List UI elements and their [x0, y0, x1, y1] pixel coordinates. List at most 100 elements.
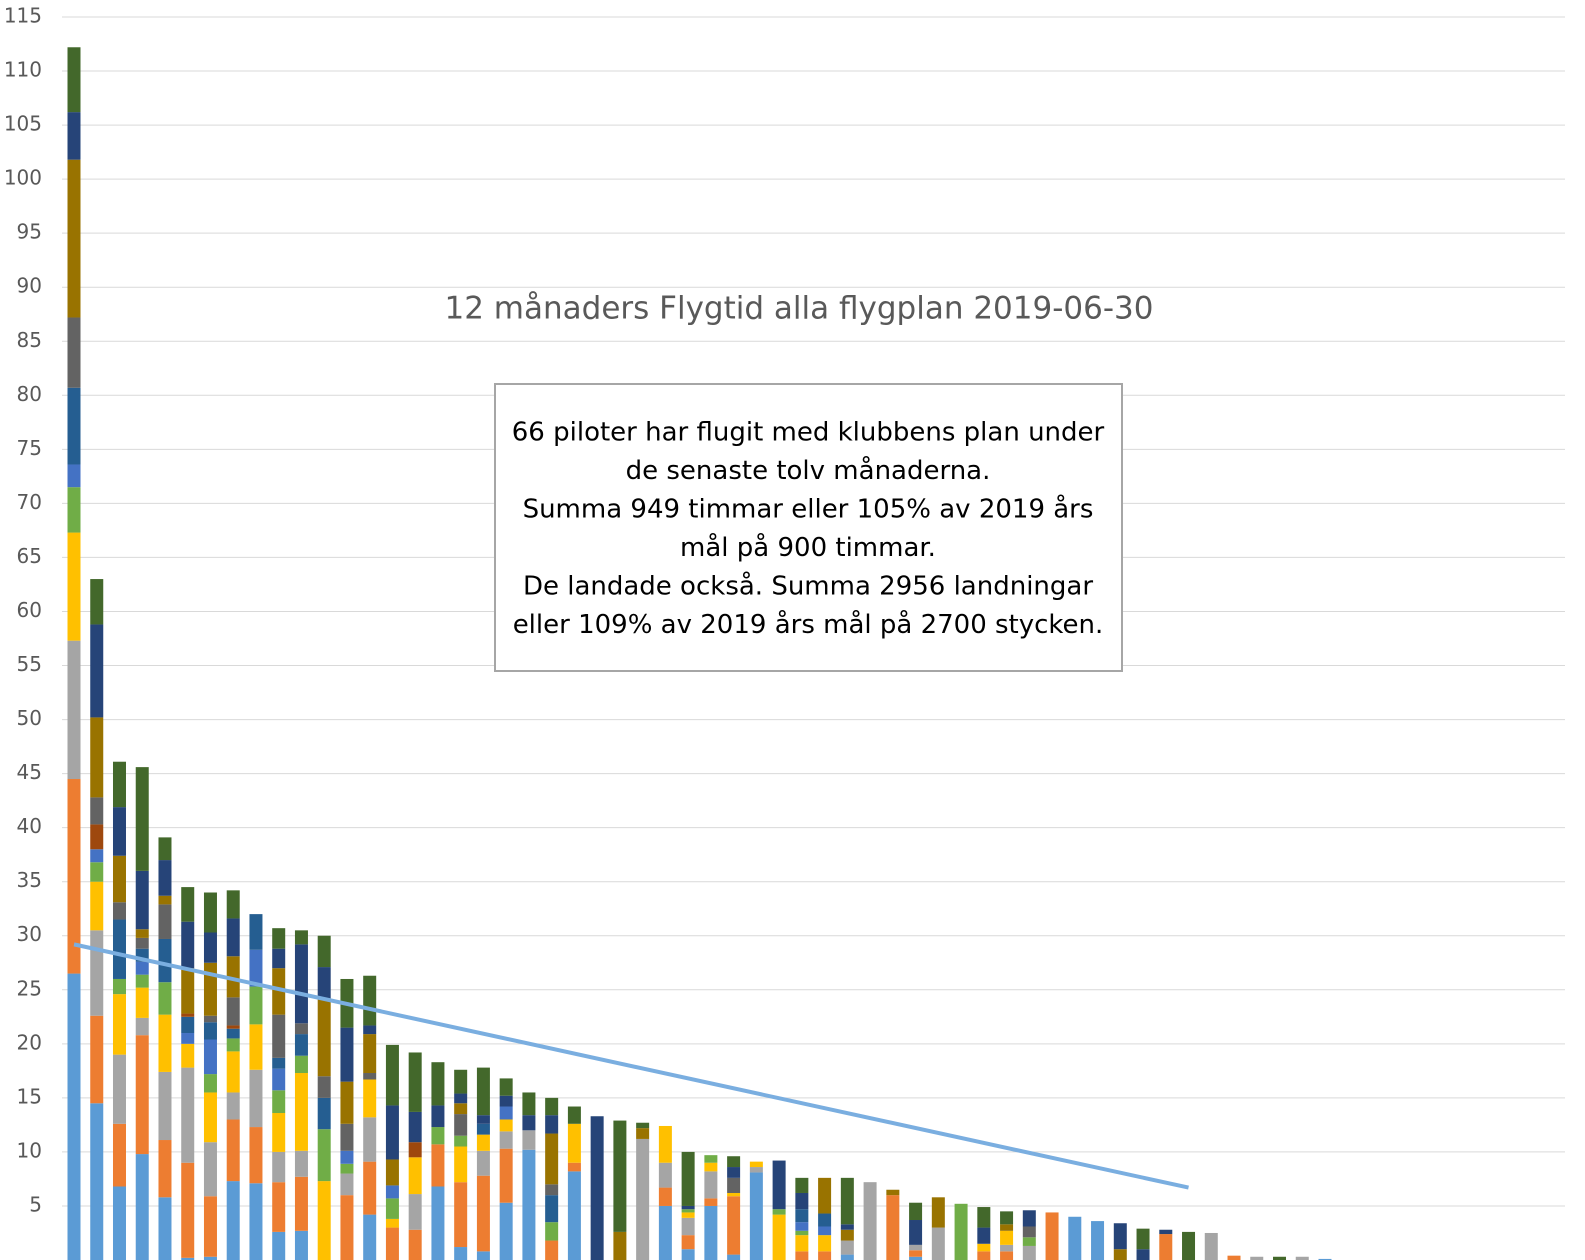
- bar-segment: [385, 1044, 399, 1106]
- bar-segment: [90, 624, 104, 718]
- bar-segment: [294, 1150, 308, 1177]
- bar-segment: [340, 1173, 354, 1196]
- bar-segment: [272, 1231, 286, 1260]
- bar-segment: [226, 1119, 240, 1182]
- y-tick-label: 70: [17, 490, 42, 514]
- bar-segment: [181, 1013, 195, 1017]
- bar-segment: [567, 1171, 581, 1260]
- bar-segment: [1250, 1256, 1264, 1260]
- bar-segment: [158, 837, 172, 861]
- bar-segment: [476, 1067, 490, 1116]
- bars: [67, 47, 1332, 1260]
- bar-segment: [226, 1028, 240, 1039]
- bar-segment: [795, 1222, 809, 1231]
- bar-segment: [385, 1105, 399, 1160]
- bar-segment: [840, 1240, 854, 1255]
- bar-segment: [158, 904, 172, 939]
- bar-segment: [681, 1212, 695, 1218]
- bar-segment: [636, 1128, 650, 1139]
- bar-segment: [363, 1079, 377, 1118]
- bar-segment: [385, 1227, 399, 1260]
- bar-segment: [135, 974, 149, 988]
- bar-segment: [408, 1229, 422, 1260]
- y-tick-label: 30: [17, 922, 42, 946]
- y-tick-label: 110: [4, 58, 42, 82]
- y-tick-label: 40: [17, 814, 42, 838]
- bar-segment: [363, 1025, 377, 1035]
- bar-segment: [499, 1131, 513, 1149]
- bar-segment: [272, 1182, 286, 1232]
- bar-segment: [226, 1181, 240, 1260]
- bar-segment: [977, 1207, 991, 1228]
- y-tick-label: 5: [29, 1192, 42, 1216]
- bar-segment: [681, 1151, 695, 1206]
- bar-segment: [454, 1069, 468, 1094]
- y-tick-label: 85: [17, 328, 42, 352]
- bar-segment: [317, 1181, 331, 1260]
- bar-segment: [454, 1182, 468, 1248]
- bar-segment: [840, 1177, 854, 1225]
- bar-segment: [499, 1119, 513, 1132]
- bar-segment: [340, 1027, 354, 1082]
- bar-segment: [90, 717, 104, 798]
- bar-segment: [272, 948, 286, 969]
- bar-segment: [1295, 1256, 1309, 1260]
- bar-segment: [454, 1247, 468, 1260]
- bar-segment: [135, 767, 149, 871]
- bar-segment: [658, 1125, 672, 1163]
- bar-segment: [112, 978, 126, 995]
- bar-segment: [249, 1183, 263, 1260]
- bar-segment: [112, 919, 126, 979]
- bar-segment: [67, 779, 81, 974]
- bar-segment: [545, 1133, 559, 1185]
- bar-segment: [909, 1244, 923, 1251]
- y-tick-label: 100: [4, 166, 42, 190]
- bar-segment: [317, 1129, 331, 1182]
- bar-segment: [1022, 1210, 1036, 1227]
- bar-segment: [1091, 1221, 1105, 1260]
- bar-segment: [795, 1251, 809, 1260]
- bar-segment: [1000, 1230, 1014, 1245]
- bar-segment: [886, 1189, 900, 1196]
- bar-segment: [363, 1073, 377, 1080]
- bar-segment: [408, 1142, 422, 1158]
- bar-segment: [545, 1115, 559, 1134]
- bar-segment: [112, 902, 126, 920]
- bar-segment: [181, 1033, 195, 1044]
- bar-segment: [226, 1025, 240, 1029]
- bar-segment: [931, 1197, 945, 1228]
- bar-segment: [818, 1251, 832, 1260]
- bar-segment: [90, 1103, 104, 1260]
- chart-title: 12 månaders Flygtid alla flygplan 2019-0…: [445, 291, 1154, 327]
- bar-segment: [1022, 1226, 1036, 1238]
- bar-segment: [1113, 1249, 1127, 1260]
- bar-segment: [294, 1176, 308, 1231]
- bar-segment: [385, 1159, 399, 1186]
- bar-segment: [272, 968, 286, 1015]
- bar-segment: [249, 1069, 263, 1128]
- bar-segment: [681, 1249, 695, 1260]
- bar-segment: [499, 1106, 513, 1120]
- bar-segment: [545, 1222, 559, 1241]
- y-tick-label: 105: [4, 112, 42, 136]
- bar-segment: [135, 1035, 149, 1155]
- bar-segment: [931, 1227, 945, 1260]
- bar-segment: [294, 1055, 308, 1074]
- bar-segment: [249, 949, 263, 987]
- bar-segment: [1000, 1244, 1014, 1252]
- bar-segment: [90, 797, 104, 825]
- bar-segment: [727, 1192, 741, 1197]
- bar-segment: [158, 1140, 172, 1198]
- bar-segment: [181, 921, 195, 969]
- bar-segment: [681, 1235, 695, 1250]
- bar-segment: [522, 1115, 536, 1131]
- bar-segment: [454, 1146, 468, 1183]
- bar-segment: [727, 1196, 741, 1255]
- bar-segment: [158, 982, 172, 1015]
- bar-segment: [272, 1057, 286, 1069]
- bar-segment: [795, 1235, 809, 1252]
- bar-segment: [658, 1162, 672, 1188]
- y-tick-label: 55: [17, 652, 42, 676]
- annotation-line: Summa 949 timmar eller 105% av 2019 års: [523, 494, 1094, 525]
- bar-segment: [840, 1254, 854, 1260]
